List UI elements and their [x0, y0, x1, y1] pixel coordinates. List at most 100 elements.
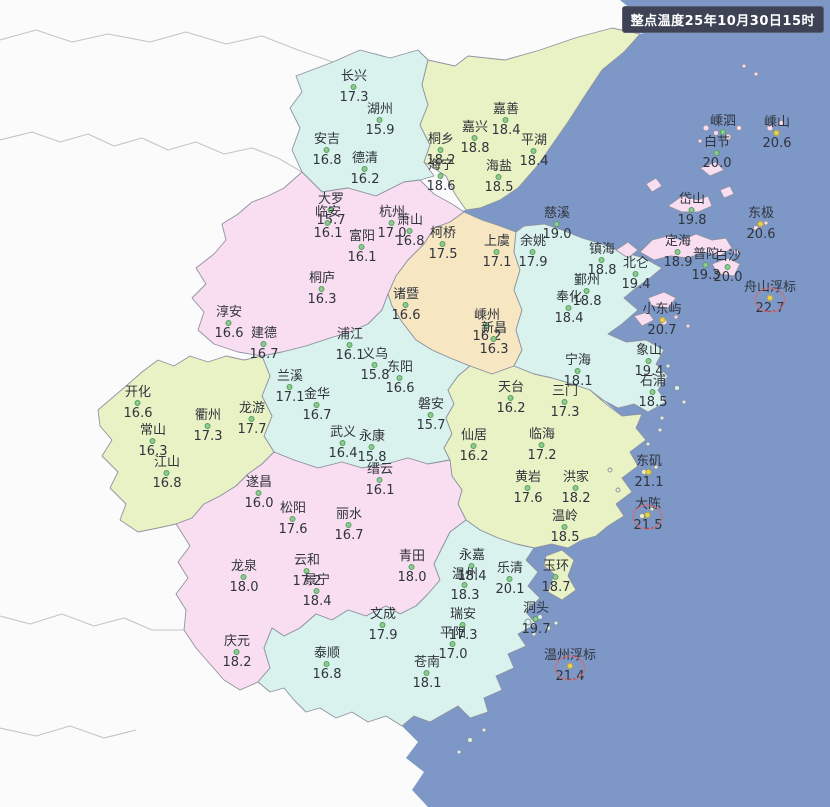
station-temp: 17.1 — [275, 390, 305, 405]
station-temp: 16.2 — [496, 401, 526, 416]
station-dot-icon — [423, 670, 430, 676]
station-name: 杭州 — [378, 205, 406, 220]
buoy-dot-icon — [644, 512, 651, 518]
station-temp: 19.7 — [521, 622, 551, 637]
station-name: 萧山 — [396, 213, 424, 228]
station-dot-icon — [286, 384, 293, 390]
station-name: 象山 — [635, 343, 663, 358]
station-武义: 武义 16.4 — [329, 425, 358, 461]
station-龙游: 龙游 17.7 — [238, 401, 267, 437]
station-temp: 18.9 — [663, 255, 693, 270]
station-name: 松阳 — [279, 501, 307, 516]
station-name: 青田 — [398, 549, 426, 564]
station-temp: 17.5 — [428, 247, 458, 262]
station-temp: 16.1 — [347, 250, 377, 265]
station-dot-icon — [323, 661, 330, 667]
station-景宁: 景宁 18.4 — [303, 573, 332, 609]
station-乐清: 乐清 20.1 — [496, 561, 525, 597]
station-安吉: 安吉 16.8 — [313, 132, 342, 168]
station-dot-icon — [323, 147, 330, 153]
station-temp: 18.4 — [491, 123, 521, 138]
station-temp: 16.3 — [307, 292, 337, 307]
station-白节: 白节 20.0 — [703, 135, 732, 171]
station-name: 慈溪 — [543, 206, 571, 221]
station-temp: 16.3 — [479, 342, 509, 357]
station-平湖: 平湖 18.4 — [520, 133, 549, 169]
station-金华: 金华 16.7 — [303, 387, 332, 423]
station-嵊山: 嵊山 20.6 — [763, 115, 792, 151]
station-东矶: 东矶 21.1 — [635, 454, 664, 490]
station-dot-icon — [163, 470, 170, 476]
station-temp: 17.1 — [482, 255, 512, 270]
station-name: 瑞安 — [449, 607, 477, 622]
station-temp: 17.3 — [550, 405, 580, 420]
station-name: 长兴 — [340, 69, 368, 84]
buoy-dot-icon — [566, 663, 573, 669]
station-name: 东矶 — [635, 454, 663, 469]
station-宁海: 宁海 18.1 — [564, 353, 593, 389]
station-dot-icon — [561, 524, 568, 530]
outside-border-west — [0, 131, 303, 173]
station-temp: 20.0 — [713, 270, 743, 285]
station-缙云: 缙云 16.1 — [366, 462, 395, 498]
station-dot-icon — [459, 622, 466, 628]
station-name: 温州 — [451, 567, 479, 582]
station-name: 海盐 — [485, 159, 513, 174]
station-name: 建德 — [250, 326, 278, 341]
station-name: 舟山浮标 — [743, 280, 797, 295]
station-temp: 17.0 — [377, 226, 407, 241]
station-dot-icon — [402, 302, 409, 308]
station-name: 白节 — [703, 135, 731, 150]
station-name: 洪家 — [562, 470, 590, 485]
station-name: 北仑 — [622, 256, 650, 271]
station-松阳: 松阳 17.6 — [279, 501, 308, 537]
station-舟山浮标: 舟山浮标 22.7 — [744, 280, 796, 316]
station-temp: 16.1 — [365, 483, 395, 498]
station-大罗: 大罗 15.7 — [317, 192, 346, 228]
station-dot-icon — [134, 400, 141, 406]
outside-border-north — [0, 29, 334, 63]
station-temp: 19.4 — [621, 277, 651, 292]
station-dot-icon — [649, 389, 656, 395]
station-dot-icon — [346, 342, 353, 348]
station-dot-icon — [561, 399, 568, 405]
station-temp: 15.9 — [365, 123, 395, 138]
station-temp: 16.2 — [350, 172, 380, 187]
station-dot-icon — [565, 305, 572, 311]
station-dot-icon — [553, 221, 560, 227]
station-name: 定海 — [664, 234, 692, 249]
station-temp: 16.1 — [313, 226, 343, 241]
station-name: 仙居 — [460, 428, 488, 443]
station-德清: 德清 16.2 — [351, 151, 380, 187]
station-洞头: 洞头 19.7 — [522, 601, 551, 637]
station-dot-icon — [396, 375, 403, 381]
station-name: 金华 — [303, 387, 331, 402]
station-义乌: 义乌 15.8 — [361, 347, 390, 383]
station-dot-icon — [376, 477, 383, 483]
station-temp: 17.2 — [527, 448, 557, 463]
station-temp: 15.7 — [416, 418, 446, 433]
station-海宁: 海宁 18.6 — [427, 158, 456, 194]
station-dot-icon — [248, 416, 255, 422]
station-平阳: 平阳 17.0 — [439, 626, 468, 662]
station-temp: 18.5 — [484, 180, 514, 195]
region-taizhou — [443, 365, 647, 549]
station-name: 嵊山 — [763, 115, 791, 130]
station-temp: 16.7 — [302, 408, 332, 423]
station-temp: 18.5 — [550, 530, 580, 545]
station-temp: 20.6 — [762, 136, 792, 151]
station-dot-icon — [204, 423, 211, 429]
station-磐安: 磐安 15.7 — [417, 397, 446, 433]
station-dot-icon — [240, 574, 247, 580]
buoy-dot-icon — [773, 130, 780, 136]
station-temp: 18.4 — [554, 311, 584, 326]
station-东阳: 东阳 16.6 — [386, 360, 415, 396]
station-江山: 江山 16.8 — [153, 455, 182, 491]
station-温岭: 温岭 18.5 — [551, 509, 580, 545]
station-temp: 16.7 — [249, 347, 279, 362]
station-dot-icon — [345, 522, 352, 528]
station-name: 庆元 — [223, 634, 251, 649]
station-桐乡: 桐乡 18.2 — [427, 132, 456, 168]
station-浦江: 浦江 16.1 — [336, 327, 365, 363]
